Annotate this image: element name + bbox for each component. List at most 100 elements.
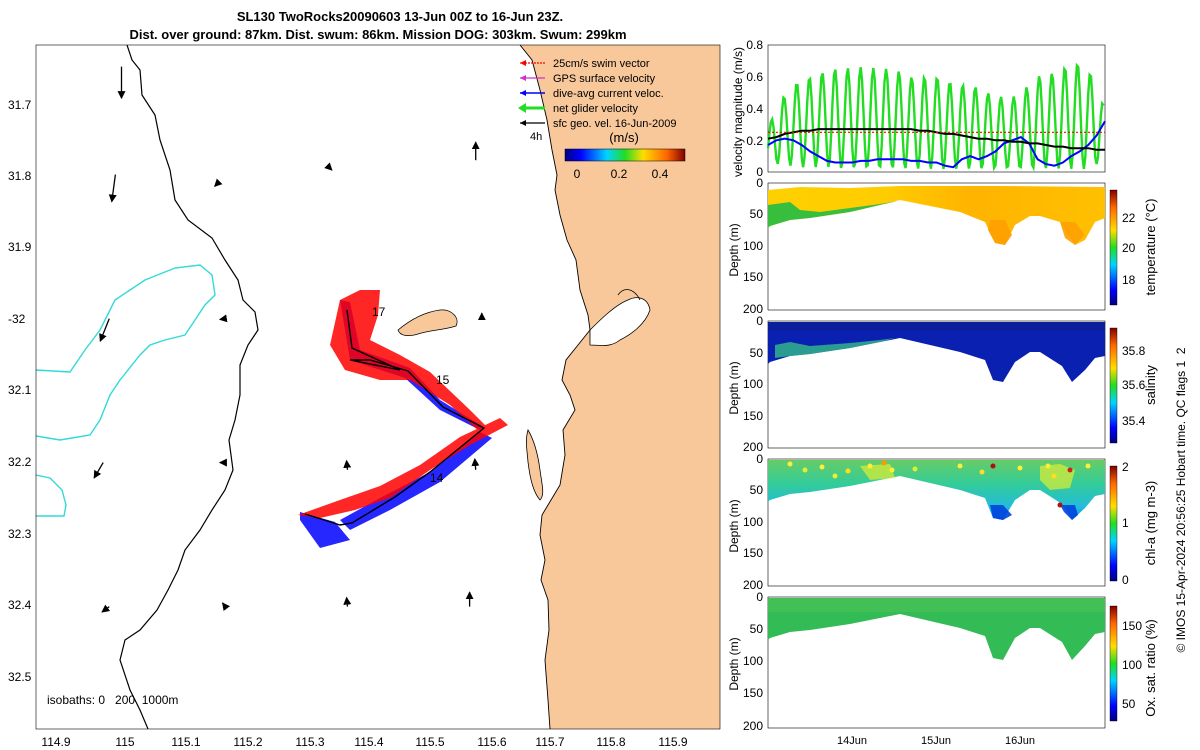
- colorbar-label: temperature (°C): [1143, 199, 1158, 296]
- land-area: [520, 45, 720, 729]
- garden-island: [526, 429, 544, 501]
- depth-tick: 150: [743, 270, 763, 284]
- chla-sample-dot: [990, 463, 996, 469]
- chla-sample-dot: [889, 467, 895, 473]
- sfc-geo-arrow: [214, 178, 223, 188]
- track-day-label-15: 15: [436, 373, 450, 387]
- salinity-panel: 0 50 100 150 200 Depth (m) 35.4 35.6 35.…: [727, 314, 1158, 454]
- depth-tick: 200: [743, 440, 763, 454]
- chla-sample-dot: [787, 461, 793, 467]
- map-legend: 25cm/s swim vector GPS surface velocity …: [518, 58, 686, 181]
- salinity-surface-layer: [768, 322, 1105, 330]
- map-colorbar-title: (m/s): [609, 130, 639, 145]
- depth-label: Depth (m): [727, 361, 741, 414]
- temperature-panel: 0 50 100 150 200 Depth (m) 18 20 22 temp…: [727, 176, 1158, 316]
- map-colorbar-tick: 0.4: [652, 167, 669, 181]
- chla-sample-dot: [957, 463, 963, 469]
- depth-tick: 100: [743, 377, 763, 391]
- oxygen-colorbar: [1109, 605, 1118, 722]
- map-ytick-label: 32.5: [8, 670, 32, 684]
- isobath-200m: [119, 45, 259, 729]
- sfc-geo-arrow: [324, 162, 333, 171]
- colorbar-label: chl-a (mg m-3): [1143, 481, 1158, 566]
- chla-sample-dot: [819, 464, 825, 470]
- chla-sample-dot: [832, 473, 838, 479]
- depth-tick: 100: [743, 515, 763, 529]
- coastline-0m: [519, 45, 591, 729]
- depth-label: Depth (m): [727, 499, 741, 552]
- map-xtick-label: 114.9: [41, 735, 70, 749]
- chla-sample-dot: [1017, 465, 1023, 471]
- legend-label: sfc geo. vel. 16-Jun-2009: [553, 118, 677, 130]
- map-colorbar-tick: 0: [574, 167, 581, 181]
- sfc-geo-arrow: [343, 459, 352, 470]
- time-tick: 14Jun: [837, 735, 867, 747]
- temperature-colorbar: [1109, 189, 1118, 306]
- legend-entry-sfc-geo: sfc geo. vel. 16-Jun-2009: [520, 118, 677, 130]
- colorbar-tick: 35.8: [1122, 344, 1146, 358]
- map-ytick-label: 31.7: [8, 98, 32, 112]
- chla-sample-dot: [802, 467, 808, 473]
- legend-label: GPS surface velocity: [553, 73, 656, 85]
- salinity-section: [768, 322, 1105, 382]
- arrow-head-icon: [520, 75, 526, 81]
- chla-depth-axis: 0 50 100 150 200 Depth (m): [727, 452, 763, 592]
- colorbar-tick: 35.4: [1122, 414, 1146, 428]
- oxygen-panel: 0 50 100 150 200 Depth (m) 14Jun 15Jun 1…: [727, 590, 1158, 747]
- depth-tick: 0: [756, 452, 763, 466]
- depth-tick: 200: [743, 578, 763, 592]
- legend-entry-gps-velocity: GPS surface velocity: [520, 73, 656, 85]
- legend-time-label: 4h: [530, 131, 542, 143]
- colorbar-tick: 2: [1122, 460, 1129, 474]
- arrow-head-icon: [518, 103, 526, 113]
- velocity-ytick: 0.8: [746, 38, 763, 52]
- legend-label: dive-avg current veloc.: [553, 88, 664, 100]
- temperature-section: [768, 186, 1105, 245]
- glider-track: 17 15 14: [298, 290, 508, 548]
- chla-sample-dot: [867, 463, 873, 469]
- map-ytick-label: 31.9: [8, 240, 32, 254]
- sfc-geo-arrow: [347, 745, 348, 750]
- depth-label: Depth (m): [727, 637, 741, 690]
- velocity-series: [766, 62, 1106, 172]
- depth-tick: 150: [743, 409, 763, 423]
- chla-sample-dot: [1067, 467, 1073, 473]
- sfc-geo-arrow: [218, 314, 228, 323]
- map-xtick-label: 115.5: [415, 735, 444, 749]
- chla-colorbar: [1109, 465, 1118, 582]
- map-ytick-label: -32: [8, 312, 26, 326]
- map-ytick-label: 32.3: [8, 527, 32, 541]
- map-xtick-label: 115.8: [596, 735, 625, 749]
- salinity-depth-axis: 0 50 100 150 200 Depth (m): [727, 314, 763, 454]
- velocity-ytick: 0.6: [746, 70, 763, 84]
- velocity-ylabel: velocity magnitude (m/s): [731, 47, 745, 177]
- map-xtick-label: 115: [115, 735, 134, 749]
- colorbar-label: Ox. sat. ratio (%): [1143, 619, 1158, 717]
- map-colorbar-tick: 0.2: [611, 167, 628, 181]
- map-xtick-label: 115.9: [658, 735, 687, 749]
- sfc-geo-arrow: [93, 462, 104, 479]
- oxygen-upper-layer: [768, 598, 1105, 612]
- map-ytick-label: 32.2: [8, 455, 32, 469]
- depth-tick: 50: [750, 622, 764, 636]
- rottnest-island: [397, 309, 458, 337]
- oxygen-section: [768, 598, 1105, 660]
- colorbar-tick: 35.6: [1122, 378, 1146, 392]
- velocity-ytick: 0.2: [746, 134, 763, 148]
- map-panel: 17 15 14 31.7 31.8 31.9 -32 32.1 32.2 32…: [8, 44, 721, 750]
- figure-title-line2: Dist. over ground: 87km. Dist. swum: 86k…: [129, 27, 626, 42]
- legend-entry-net-glider: net glider velocity: [518, 103, 638, 115]
- colorbar-tick: 50: [1122, 697, 1136, 711]
- legend-entry-swim-vector: 25cm/s swim vector: [520, 58, 650, 70]
- depth-tick: 0: [756, 314, 763, 328]
- map-xtick-label: 115.4: [354, 735, 383, 749]
- depth-tick: 150: [743, 686, 763, 700]
- depth-tick: 100: [743, 654, 763, 668]
- salinity-shelf-green: [775, 338, 895, 358]
- chla-sample-dot: [1085, 463, 1091, 469]
- velocity-ytick: 0: [756, 165, 763, 179]
- track-day-label-17: 17: [372, 305, 386, 319]
- sfc-geo-arrow: [108, 174, 117, 203]
- isobath-1000m-lower: [36, 474, 67, 517]
